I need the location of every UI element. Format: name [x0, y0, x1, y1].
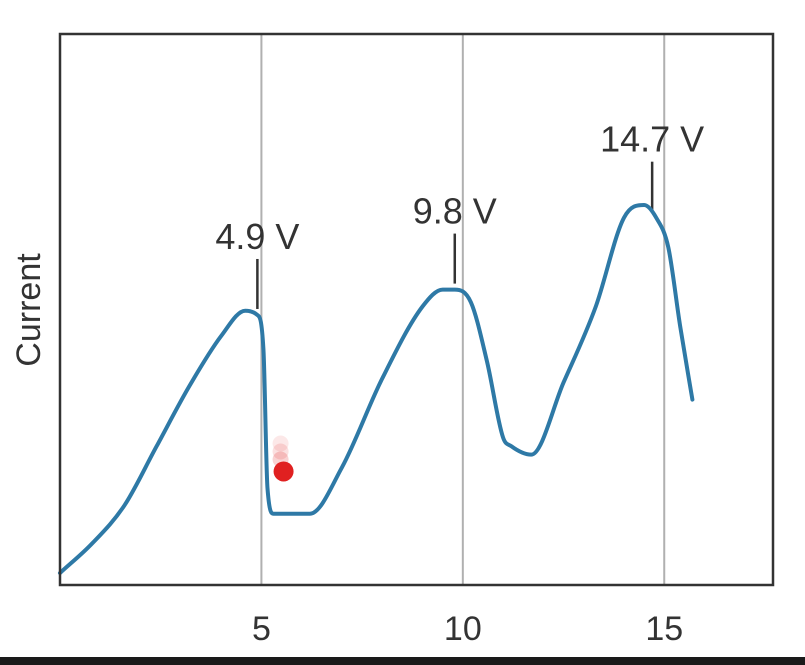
- x-tick-label-5: 5: [252, 610, 271, 648]
- y-axis-title: Current: [10, 253, 48, 367]
- highlight-trail-1: [272, 443, 289, 460]
- series-line-0: [58, 203, 695, 575]
- peak-label-0: 4.9 V: [215, 216, 299, 257]
- plot-frame: [58, 32, 775, 587]
- grid-lines: [260, 34, 666, 585]
- peak-annotations: 4.9 V 9.8 V 14.7 V: [215, 119, 704, 309]
- x-tick-labels: 5 10 15: [252, 610, 683, 648]
- peak-label-1: 9.8 V: [413, 191, 497, 232]
- window-bottom-edge: [0, 657, 805, 665]
- x-tick-label-10: 10: [444, 610, 482, 648]
- peak-label-2: 14.7 V: [600, 119, 704, 160]
- highlight-trail-0: [272, 435, 289, 452]
- highlight-point: [273, 461, 294, 482]
- x-tick-label-15: 15: [645, 610, 683, 648]
- series-layer: [58, 203, 695, 575]
